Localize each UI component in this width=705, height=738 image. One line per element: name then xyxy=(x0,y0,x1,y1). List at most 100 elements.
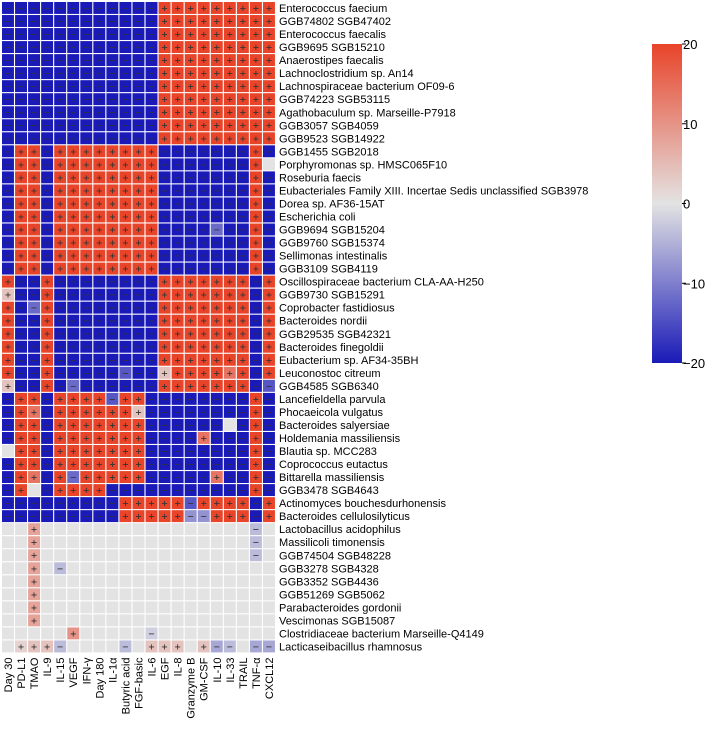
heatmap-cell xyxy=(93,80,106,93)
significance-mark: − xyxy=(135,108,141,119)
heatmap-cell xyxy=(67,392,80,405)
significance-mark: − xyxy=(109,290,115,301)
significance-mark: − xyxy=(227,433,233,444)
heatmap-cell xyxy=(93,405,106,418)
significance-mark: − xyxy=(162,212,168,223)
heatmap-cell xyxy=(145,301,158,314)
heatmap-cell xyxy=(132,54,145,67)
significance-mark: + xyxy=(266,43,272,54)
colorbar-tick-label: −20 xyxy=(683,356,705,371)
significance-mark: − xyxy=(201,251,207,262)
heatmap-cell xyxy=(197,392,210,405)
heatmap-cell xyxy=(132,28,145,40)
heatmap-cell xyxy=(210,262,223,275)
significance-mark: − xyxy=(57,329,63,340)
significance-mark: − xyxy=(96,108,102,119)
heatmap-cell xyxy=(93,340,106,353)
significance-mark: + xyxy=(5,329,11,340)
significance-mark: − xyxy=(227,199,233,210)
heatmap-cell xyxy=(2,80,14,93)
significance-mark: − xyxy=(31,355,37,366)
significance-mark: − xyxy=(266,460,272,471)
heatmap-cell xyxy=(93,327,106,340)
significance-mark: − xyxy=(31,290,37,301)
heatmap-cell xyxy=(2,379,14,392)
significance-mark: − xyxy=(149,121,155,132)
significance-mark: − xyxy=(70,368,76,379)
heatmap-cell xyxy=(2,471,14,484)
significance-mark: − xyxy=(253,381,259,392)
significance-mark: − xyxy=(122,290,128,301)
significance-mark: + xyxy=(135,394,141,405)
significance-mark: − xyxy=(175,433,181,444)
heatmap-cell xyxy=(67,497,80,510)
heatmap-cell xyxy=(236,15,249,27)
significance-mark: − xyxy=(240,420,246,431)
significance-mark: − xyxy=(44,394,50,405)
heatmap-cell xyxy=(132,288,145,301)
significance-mark: + xyxy=(18,225,24,236)
significance-mark: − xyxy=(57,108,63,119)
significance-mark: + xyxy=(188,108,194,119)
significance-mark: − xyxy=(201,160,207,171)
heatmap-cell xyxy=(67,132,80,145)
heatmap-cell xyxy=(263,562,275,575)
significance-mark: − xyxy=(18,381,24,392)
significance-mark: + xyxy=(227,512,233,523)
significance-mark: − xyxy=(5,238,11,249)
significance-mark: − xyxy=(109,355,115,366)
heatmap-cell xyxy=(2,197,14,210)
significance-mark: + xyxy=(201,642,207,653)
heatmap-cell xyxy=(263,575,275,588)
heatmap-cell xyxy=(80,80,93,93)
heatmap-cell xyxy=(263,392,275,405)
significance-mark: − xyxy=(175,460,181,471)
significance-mark: + xyxy=(201,368,207,379)
significance-mark: + xyxy=(253,108,259,119)
heatmap-cell xyxy=(54,314,67,327)
significance-mark: − xyxy=(149,433,155,444)
heatmap-cell xyxy=(197,445,210,457)
significance-mark: − xyxy=(70,473,76,484)
significance-mark: + xyxy=(266,303,272,314)
heatmap-cell xyxy=(132,549,145,562)
heatmap-cell xyxy=(67,171,80,184)
significance-mark: + xyxy=(214,368,220,379)
significance-mark: − xyxy=(122,134,128,145)
heatmap-cell xyxy=(15,575,27,588)
heatmap-cell xyxy=(171,119,184,132)
heatmap-cell xyxy=(184,132,197,145)
significance-mark: − xyxy=(135,381,141,392)
significance-mark: + xyxy=(188,277,194,288)
heatmap-cell xyxy=(171,145,184,158)
significance-mark: − xyxy=(149,3,155,14)
heatmap-cell xyxy=(41,405,54,418)
heatmap-cell xyxy=(158,614,171,627)
heatmap-cell xyxy=(67,15,80,27)
heatmap-cell xyxy=(80,353,93,366)
significance-mark: − xyxy=(162,420,168,431)
heatmap-cell xyxy=(54,184,67,197)
heatmap-cell xyxy=(158,132,171,145)
heatmap-cell xyxy=(41,2,54,14)
heatmap-cell xyxy=(106,301,119,314)
row-label: GGB1455 SGB2018 xyxy=(279,146,379,158)
heatmap-cell xyxy=(197,379,210,392)
heatmap-cell xyxy=(41,262,54,275)
heatmap-cell xyxy=(54,418,67,431)
significance-mark: − xyxy=(253,355,259,366)
significance-mark: − xyxy=(96,342,102,353)
heatmap-cell xyxy=(171,458,184,470)
heatmap-cell xyxy=(184,562,197,575)
heatmap-cell xyxy=(67,249,80,262)
heatmap-cell xyxy=(184,405,197,418)
significance-mark: − xyxy=(83,512,89,523)
heatmap-cell xyxy=(28,171,41,184)
heatmap-cell xyxy=(2,353,14,366)
significance-mark: + xyxy=(31,407,37,418)
significance-mark: − xyxy=(5,95,11,106)
heatmap-cell xyxy=(2,431,14,444)
significance-mark: − xyxy=(109,381,115,392)
significance-mark: − xyxy=(44,108,50,119)
significance-mark: + xyxy=(57,420,63,431)
